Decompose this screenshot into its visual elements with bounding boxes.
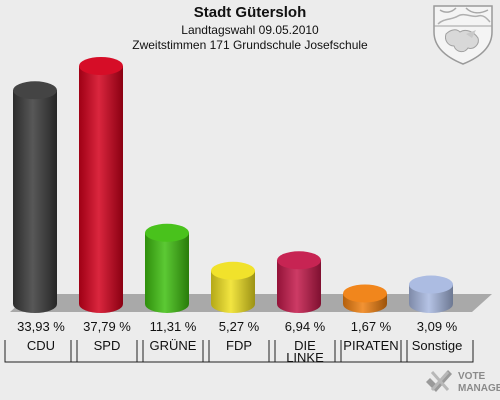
category-bracket-4: [268, 340, 342, 363]
category-label-6: Sonstige: [412, 338, 463, 353]
category-label-2: GRÜNE: [150, 338, 197, 353]
bar-cap-0: [13, 81, 57, 100]
bar-0: [13, 90, 57, 313]
chart-subtitle: Landtagswahl 09.05.2010: [181, 23, 319, 37]
category-bracket-0: [4, 340, 78, 363]
category-bracket-6: [400, 340, 474, 363]
value-label-2: 11,31 %: [150, 319, 197, 334]
value-label-0: 33,93 %: [17, 319, 65, 334]
value-label-3: 5,27 %: [219, 319, 260, 334]
brand-line-2: MANAGER: [458, 383, 500, 394]
bars-group: [13, 57, 453, 313]
category-bracket-2: [136, 340, 210, 363]
value-label-4: 6,94 %: [285, 319, 326, 334]
brand-line-1: VOTE: [458, 371, 486, 382]
bar-cap-1: [79, 57, 123, 75]
category-label-1: SPD: [94, 338, 121, 353]
bar-3: [211, 270, 255, 313]
value-label-6: 3,09 %: [417, 319, 458, 334]
chart-subtitle-2: Zweitstimmen 171 Grundschule Josefschule: [132, 38, 368, 52]
bar-cap-5: [343, 284, 387, 303]
category-label-0: CDU: [27, 338, 55, 353]
bar-cap-3: [211, 261, 255, 280]
bar-cap-6: [409, 275, 453, 294]
category-label-5: PIRATEN: [343, 338, 398, 353]
value-labels-group: 33,93 % 37,79 % 11,31 % 5,27 % 6,94 % 1,67 % 3…: [17, 319, 458, 334]
vote-manager-logo: VOTE MANAGER: [426, 370, 500, 394]
category-bracket-1: [70, 340, 144, 363]
value-label-5: 1,67 %: [351, 319, 392, 334]
category-label-4-line-0: DIE: [294, 338, 316, 353]
bar-4: [277, 260, 321, 313]
category-label-3: FDP: [226, 338, 252, 353]
check-x-icon: [426, 370, 452, 392]
category-bracket-5: [334, 340, 408, 363]
bar-2: [145, 232, 189, 313]
value-label-1: 37,79 %: [83, 319, 131, 334]
coat-of-arms-emblem: [433, 5, 493, 65]
category-bracket-3: [202, 340, 276, 363]
category-label-4-line-1: LINKE: [286, 350, 324, 365]
bar-cap-2: [145, 223, 189, 242]
chart-title: Stadt Gütersloh: [194, 4, 307, 21]
bar-1: [79, 66, 123, 313]
bar-cap-4: [277, 251, 321, 270]
